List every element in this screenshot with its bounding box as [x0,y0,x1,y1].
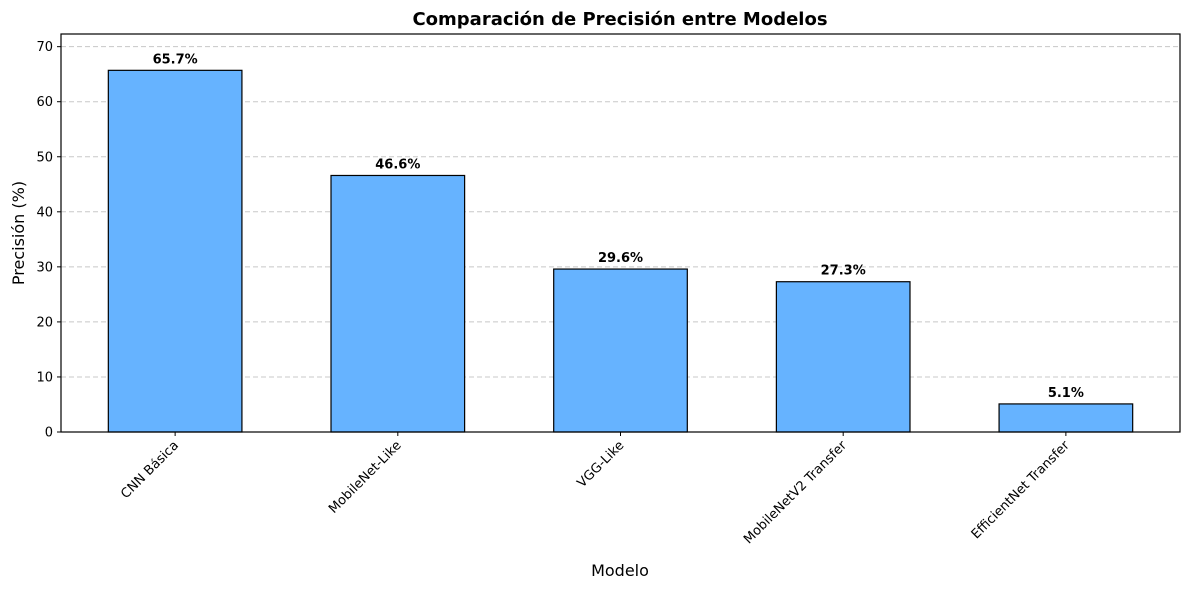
grid-lines [61,46,1180,378]
x-tick-label: VGG-Like [575,438,628,491]
y-tick-label: 30 [36,260,53,275]
bars [107,69,1134,433]
y-tick-label: 60 [36,95,53,110]
x-axis-label: Modelo [591,561,649,580]
data-labels: 65.7% 46.6% 29.6% 27.3% 5.1% [153,52,1084,401]
chart-title: Comparación de Precisión entre Modelos [412,9,827,30]
data-label: 27.3% [821,264,866,279]
y-tick-label: 10 [36,370,53,385]
x-tick-label: EfficientNet Transfer [969,438,1073,542]
bar [775,281,911,433]
data-label: 65.7% [153,52,198,67]
bar [553,268,688,433]
y-tick-label: 40 [36,205,53,220]
bar [998,403,1134,433]
x-tick-label: MobileNet-Like [326,438,405,517]
x-ticks: CNN Básica MobileNet-Like VGG-Like MobileNe… [118,432,1073,547]
data-label: 29.6% [598,251,643,266]
y-tick-label: 50 [36,150,53,165]
bar [107,69,243,433]
data-label: 5.1% [1048,386,1084,401]
y-tick-label: 0 [45,426,53,441]
data-label: 46.6% [375,157,420,172]
y-tick-label: 70 [36,40,53,55]
x-tick-label: CNN Básica [118,438,182,502]
x-tick-label: MobileNetV2 Transfer [741,438,850,547]
bar [330,174,466,433]
y-axis-label: Precisión (%) [9,181,28,285]
y-ticks: 0 10 20 30 40 50 60 70 [36,40,61,441]
y-tick-label: 20 [36,315,53,330]
